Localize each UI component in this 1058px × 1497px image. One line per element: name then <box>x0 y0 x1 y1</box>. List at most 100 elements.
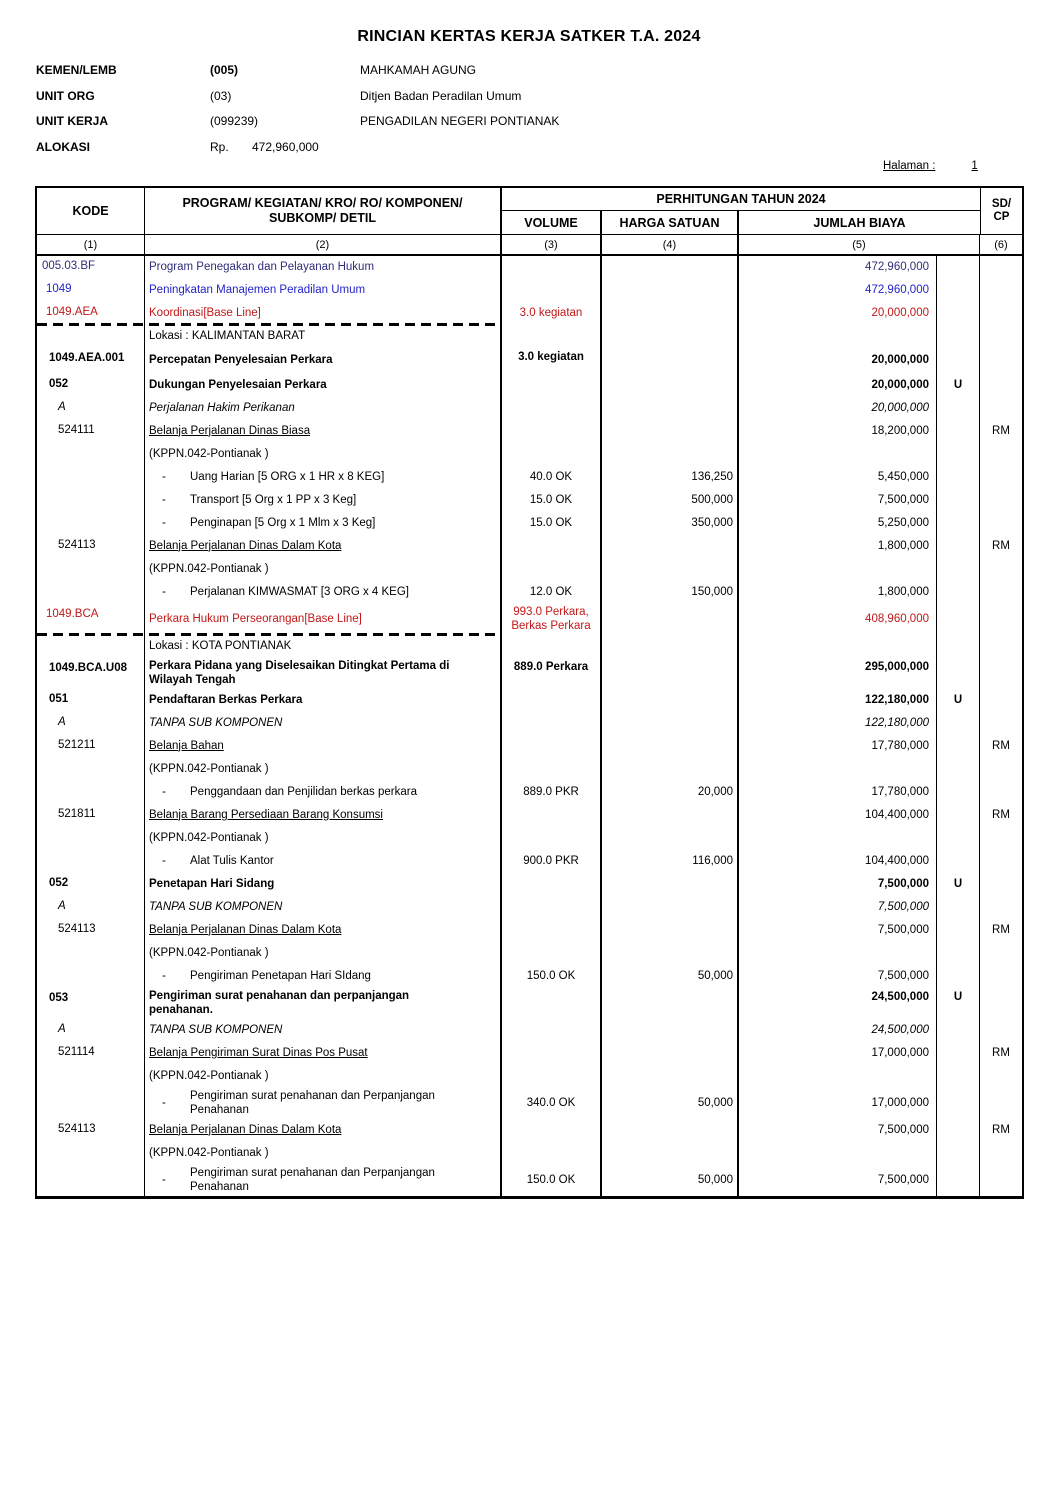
cell-jumlah: 20,000,000 <box>739 302 937 325</box>
cell-flag <box>937 581 980 604</box>
cell-harga <box>602 1019 739 1042</box>
cell-text: (KPPN.042-Pontianak ) <box>149 1069 269 1082</box>
cell-kode <box>37 325 145 348</box>
table-row: (KPPN.042-Pontianak ) <box>37 443 1022 466</box>
meta-code: (03) <box>210 88 232 103</box>
cell-flag: U <box>937 988 980 1019</box>
table-row: - Penginapan [5 Org x 1 Mlm x 3 Keg] 15.0 … <box>37 512 1022 535</box>
cell-harga: 136,250 <box>602 466 739 489</box>
cell-kode <box>37 1065 145 1088</box>
cell-desc: (KPPN.042-Pontianak ) <box>145 758 502 781</box>
cell-flag <box>937 279 980 302</box>
table-row: 1049.BCA Perkara Hukum Perseorangan[Base … <box>37 604 1022 635</box>
meta-label: ALOKASI <box>36 139 90 154</box>
cell-sdcp <box>980 827 1022 850</box>
cell-jumlah: 104,400,000 <box>739 850 937 873</box>
cell-harga <box>602 302 739 325</box>
cell-kode <box>37 827 145 850</box>
cell-vol <box>502 827 602 850</box>
cell-sdcp <box>980 348 1022 374</box>
cell-desc: Belanja Perjalanan Dinas Dalam Kota <box>145 919 502 942</box>
cell-sdcp: RM <box>992 923 1010 936</box>
cell-sdcp <box>980 604 1022 635</box>
cell-jumlah: 1,800,000 <box>739 535 937 558</box>
cell-sdcp <box>980 781 1022 804</box>
budget-table: KODE PROGRAM/ KEGIATAN/ KRO/ RO/ KOMPONE… <box>35 186 1024 1199</box>
header-program: PROGRAM/ KEGIATAN/ KRO/ RO/ KOMPONEN/ SU… <box>145 188 502 234</box>
cell-flag <box>937 827 980 850</box>
cell-desc: Pendaftaran Berkas Perkara <box>145 689 502 712</box>
cell-desc: - Pengiriman Penetapan Hari SIdang <box>145 965 502 988</box>
table-row: (KPPN.042-Pontianak ) <box>37 758 1022 781</box>
cell-desc: (KPPN.042-Pontianak ) <box>145 827 502 850</box>
cell-desc: (KPPN.042-Pontianak ) <box>145 1142 502 1165</box>
cell-sdcp <box>980 581 1022 604</box>
cell-flag <box>937 535 980 558</box>
cell-text: Uang Harian [5 ORG x 1 HR x 8 KEG] <box>190 470 385 483</box>
cell-sdcp <box>980 443 1022 466</box>
cell-vol <box>502 689 602 712</box>
cell-text: Perkara Pidana yang Diselesaikan Ditingk… <box>149 660 450 686</box>
table-row: 521211 Belanja Bahan 17,780,000 RM <box>37 735 1022 758</box>
cell-flag <box>937 397 980 420</box>
cell-text: Transport [5 Org x 1 PP x 3 Keg] <box>190 493 357 506</box>
cell-desc: Pengiriman surat penahanan dan perpanjan… <box>145 988 502 1019</box>
meta-row-unit-org: UNIT ORG (03) Ditjen Badan Peradilan Umu… <box>36 89 796 115</box>
cell-desc: Perjalanan Hakim Perikanan <box>145 397 502 420</box>
cell-flag <box>937 1165 980 1196</box>
cell-vol <box>502 919 602 942</box>
cell-sdcp <box>980 256 1022 279</box>
cell-sdcp <box>980 1165 1022 1196</box>
table-row: - Pengiriman Penetapan Hari SIdang 150.0 O… <box>37 965 1022 988</box>
cell-text: Belanja Perjalanan Dinas Dalam Kota <box>149 923 342 936</box>
meta-code: Rp. <box>210 139 229 154</box>
cell-sdcp <box>980 758 1022 781</box>
cell-text: (KPPN.042-Pontianak ) <box>149 762 269 775</box>
cell-flag <box>937 919 980 942</box>
cell-desc: TANPA SUB KOMPONEN <box>145 896 502 919</box>
cell-harga <box>602 420 739 443</box>
cell-flag <box>937 781 980 804</box>
cell-kode <box>37 466 145 489</box>
cell-flag <box>937 658 980 689</box>
cell-text: Belanja Perjalanan Dinas Dalam Kota <box>149 539 342 552</box>
cell-flag <box>937 512 980 535</box>
cell-text: Pendaftaran Berkas Perkara <box>149 693 303 706</box>
cell-desc: (KPPN.042-Pontianak ) <box>145 558 502 581</box>
page-number: 1 <box>971 160 978 172</box>
cell-text: Lokasi : KALIMANTAN BARAT <box>149 329 306 342</box>
cell-sdcp: RM <box>992 1046 1010 1059</box>
cell-desc: - Penginapan [5 Org x 1 Mlm x 3 Keg] <box>145 512 502 535</box>
cell-kode: 052 <box>37 374 145 397</box>
cell-flag <box>937 604 980 635</box>
table-row: A TANPA SUB KOMPONEN 7,500,000 <box>37 896 1022 919</box>
table-row: 1049.BCA.U08 Perkara Pidana yang Diselesa… <box>37 658 1022 689</box>
detail-dash: - <box>162 516 166 529</box>
cell-text: Penginapan [5 Org x 1 Mlm x 3 Keg] <box>190 516 376 529</box>
cell-text: (KPPN.042-Pontianak ) <box>149 1146 269 1159</box>
cell-desc: Koordinasi[Base Line] <box>145 302 502 325</box>
cell-harga <box>602 256 739 279</box>
cell-jumlah: 7,500,000 <box>739 1165 937 1196</box>
cell-desc: (KPPN.042-Pontianak ) <box>145 1065 502 1088</box>
cell-sdcp <box>980 896 1022 919</box>
cell-jumlah: 17,780,000 <box>739 781 937 804</box>
cell-jumlah: 408,960,000 <box>739 604 937 635</box>
table-row: 005.03.BF Program Penegakan dan Pelayanan… <box>37 256 1022 279</box>
cell-vol: 889.0 Perkara <box>502 658 602 689</box>
table-row: (KPPN.042-Pontianak ) <box>37 1065 1022 1088</box>
cell-vol <box>502 558 602 581</box>
meta-value: PENGADILAN NEGERI PONTIANAK <box>360 114 560 128</box>
meta-value: MAHKAMAH AGUNG <box>360 63 477 77</box>
table-row: - Uang Harian [5 ORG x 1 HR x 8 KEG] 40.0 … <box>37 466 1022 489</box>
cell-desc: Lokasi : KALIMANTAN BARAT <box>145 325 502 348</box>
cell-text: TANPA SUB KOMPONEN <box>149 716 283 729</box>
table-row: 521114 Belanja Pengiriman Surat Dinas Pos… <box>37 1042 1022 1065</box>
cell-kode: 053 <box>37 988 145 1019</box>
cell-desc: TANPA SUB KOMPONEN <box>145 1019 502 1042</box>
page-indicator-label: Halaman : <box>883 160 936 172</box>
cell-harga <box>602 896 739 919</box>
cell-kode: 1049.AEA.001 <box>37 348 145 374</box>
table-row: 1049.AEA.001 Percepatan Penyelesaian Perk… <box>37 348 1022 374</box>
cell-kode: 521811 <box>37 804 145 827</box>
